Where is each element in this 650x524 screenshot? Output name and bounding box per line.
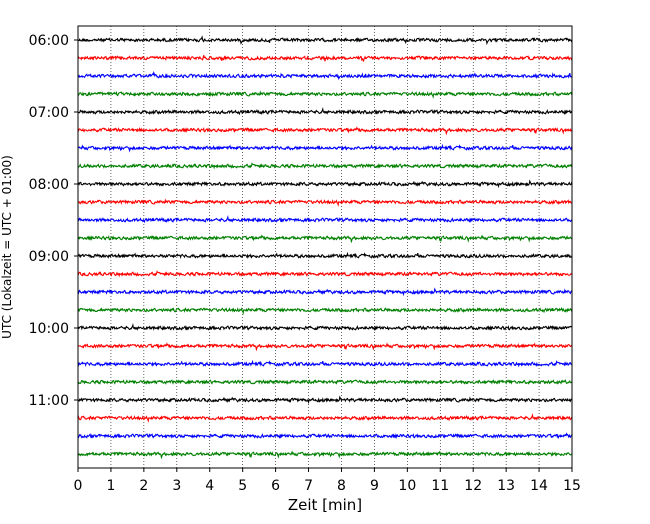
x-tick-label: 14 [530,478,548,494]
trace-line [77,270,573,278]
x-tick-label: 9 [370,478,379,494]
y-axis-ticks: 06:00 07:00 08:00 09:00 10:00 11:00 [29,33,78,409]
trace-line [77,215,573,224]
x-tick-label: 10 [398,478,416,494]
trace-series [77,35,573,460]
trace-line [77,379,573,385]
trace-line [77,126,573,136]
x-tick-label: 11 [431,478,449,494]
trace-line [77,35,573,46]
trace-line [77,359,573,368]
x-tick-label: 2 [139,478,148,494]
x-tick-label: 4 [205,478,214,494]
x-tick-label: 0 [74,478,83,494]
x-axis-ticks: 0 1 2 3 4 5 6 7 8 9 10 11 12 13 14 15 [74,468,581,494]
y-tick-label: 07:00 [29,105,69,121]
trace-line [77,198,573,207]
x-tick-label: 3 [172,478,181,494]
x-tick-label: 15 [563,478,581,494]
y-tick-label: 06:00 [29,33,69,49]
trace-line [77,450,573,460]
x-tick-label: 7 [304,478,313,494]
x-tick-label: 1 [106,478,115,494]
grid-lines [110,26,540,468]
trace-line [77,287,573,297]
plot-frame [77,25,573,469]
trace-line [77,342,573,352]
trace-line [77,432,573,440]
trace-line [77,307,573,315]
trace-line [77,55,573,62]
trace-line [77,234,573,244]
x-tick-label: 12 [464,478,482,494]
x-tick-label: 6 [271,478,280,494]
trace-line [77,107,573,116]
y-axis-label: UTC (Lokalzeit = UTC + 01:00) [0,155,14,339]
trace-line [77,90,573,99]
x-tick-label: 5 [238,478,247,494]
y-tick-label: 08:00 [29,177,69,193]
x-axis-label: Zeit [min] [288,496,362,514]
y-tick-label: 10:00 [29,321,69,337]
trace-line [77,323,573,331]
x-tick-label: 13 [497,478,515,494]
x-tick-label: 8 [337,478,346,494]
trace-line [77,143,573,153]
y-tick-label: 09:00 [29,249,69,265]
trace-line [77,413,573,423]
trace-line [77,251,573,259]
trace-line [77,395,573,405]
trace-line [77,179,573,189]
trace-line [77,71,573,81]
y-tick-label: 11:00 [29,393,69,409]
trace-line [77,162,573,170]
